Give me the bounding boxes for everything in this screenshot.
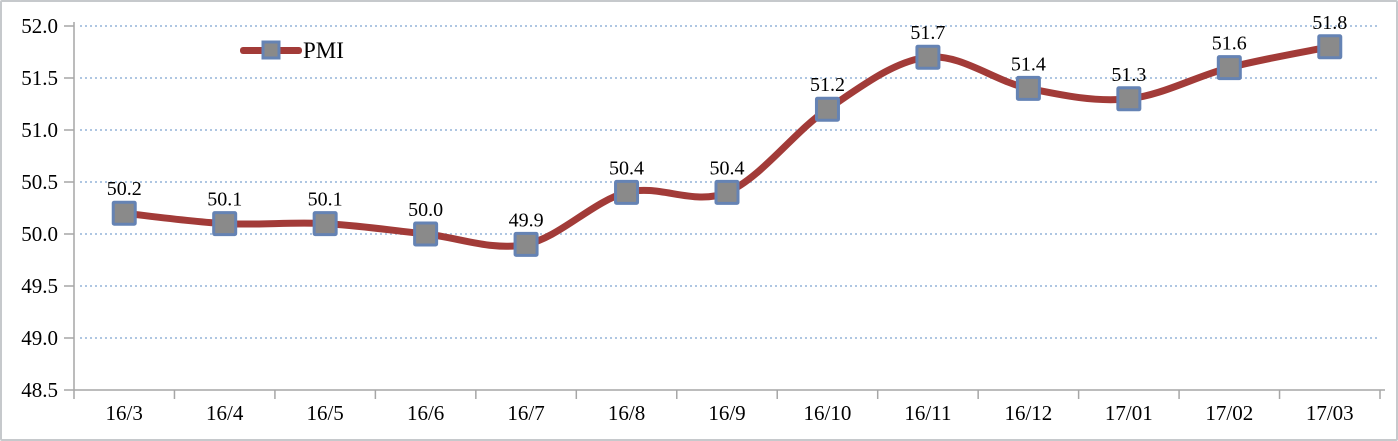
x-axis-category-label: 16/3 — [106, 401, 143, 425]
data-point-label: 50.4 — [609, 157, 644, 179]
y-axis-tick-label: 49.0 — [21, 326, 58, 350]
chart-legend: PMI — [240, 37, 344, 63]
legend-series-label: PMI — [303, 37, 344, 63]
x-axis-category-label: 16/9 — [708, 401, 745, 425]
data-point-marker — [915, 44, 941, 70]
x-axis-category-label: 17/02 — [1205, 401, 1253, 425]
data-point-label: 51.2 — [810, 74, 845, 96]
data-point-label: 49.9 — [509, 209, 544, 231]
x-axis-category-label: 17/03 — [1306, 401, 1354, 425]
y-axis-tick-label: 51.0 — [21, 118, 58, 142]
data-point-marker — [111, 200, 137, 226]
y-axis-tick-label: 50.5 — [21, 170, 58, 194]
data-point-marker — [513, 231, 539, 257]
data-point-label: 50.1 — [308, 189, 343, 211]
data-point-marker — [714, 179, 740, 205]
legend-marker-icon — [261, 40, 281, 60]
x-axis-category-label: 16/6 — [407, 401, 444, 425]
data-point-marker — [212, 211, 238, 237]
data-point-label: 50.1 — [207, 189, 242, 211]
x-axis-category-label: 16/8 — [608, 401, 645, 425]
x-axis-category-label: 16/10 — [804, 401, 852, 425]
x-axis-category-label: 16/5 — [306, 401, 343, 425]
y-axis-tick-label: 51.5 — [21, 66, 58, 90]
data-point-marker — [1015, 75, 1041, 101]
y-axis-tick-label: 52.0 — [21, 14, 58, 38]
x-axis-category-label: 16/11 — [904, 401, 951, 425]
x-axis-category-label: 16/7 — [507, 401, 544, 425]
data-point-label: 50.0 — [408, 199, 443, 221]
y-axis-tick-label: 49.5 — [21, 274, 58, 298]
data-point-label: 50.2 — [107, 178, 142, 200]
data-point-label: 51.8 — [1312, 12, 1347, 34]
data-point-label: 50.4 — [710, 157, 745, 179]
data-point-marker — [1116, 86, 1142, 112]
data-point-label: 51.3 — [1111, 64, 1146, 86]
data-point-marker — [1317, 34, 1343, 60]
data-point-label: 51.4 — [1011, 53, 1046, 75]
data-point-marker — [413, 221, 439, 247]
legend-line-swatch — [240, 40, 302, 60]
y-axis-tick-label: 50.0 — [21, 222, 58, 246]
data-point-label: 51.6 — [1212, 33, 1247, 55]
data-point-marker — [1216, 55, 1242, 81]
data-point-label: 51.7 — [910, 22, 945, 44]
x-axis-category-label: 17/01 — [1105, 401, 1153, 425]
y-axis-tick-label: 48.5 — [21, 378, 58, 402]
data-point-marker — [312, 211, 338, 237]
data-point-marker — [814, 96, 840, 122]
x-axis-category-label: 16/12 — [1004, 401, 1052, 425]
x-axis-category-label: 16/4 — [206, 401, 244, 425]
data-point-marker — [614, 179, 640, 205]
pmi-series-line — [120, 43, 1334, 250]
